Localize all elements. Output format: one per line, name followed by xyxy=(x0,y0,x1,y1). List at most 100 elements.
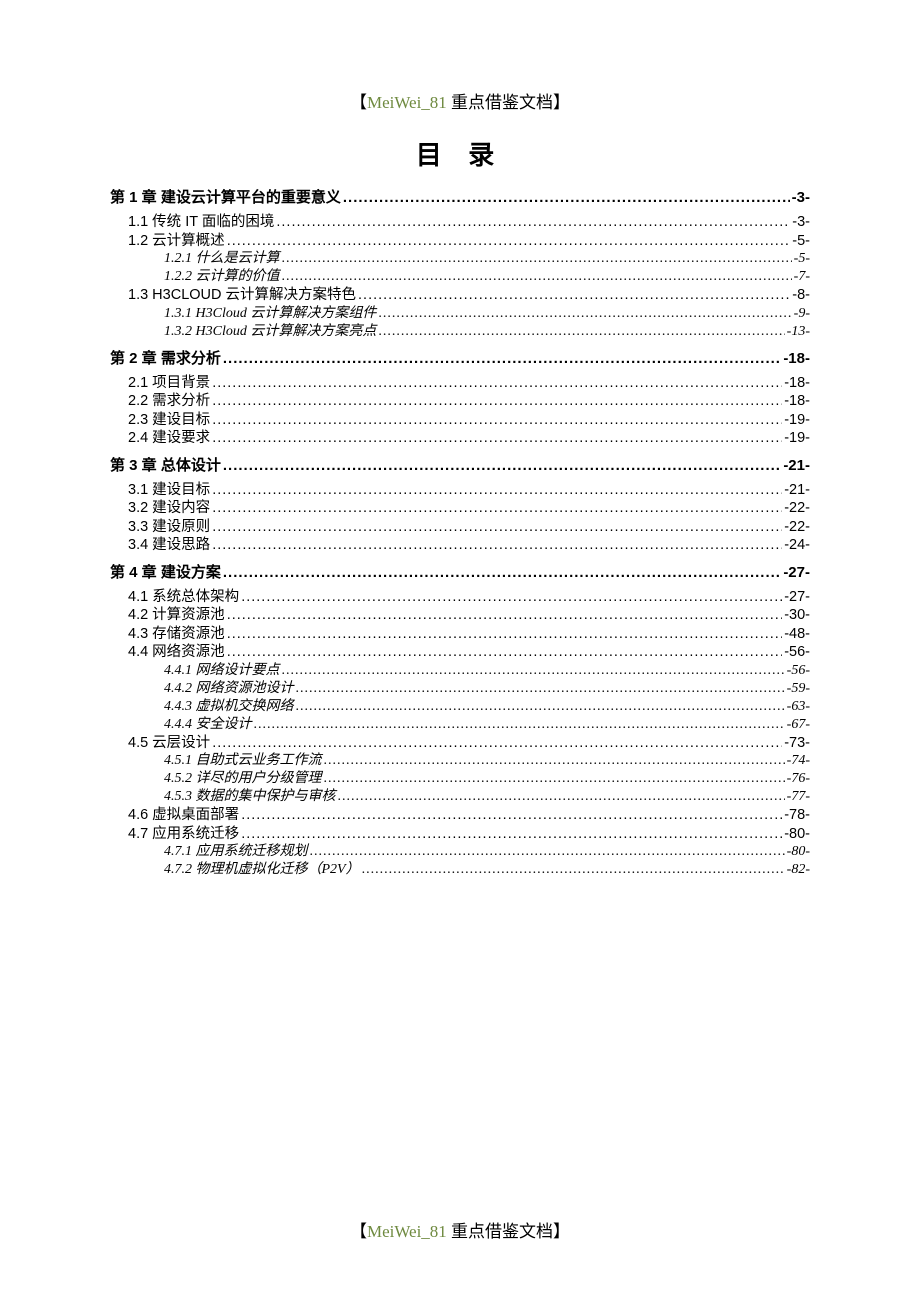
toc-leader-dots xyxy=(276,215,790,230)
toc-leader-dots xyxy=(254,718,785,732)
toc-entry-page: -18- xyxy=(783,351,810,366)
toc-leader-dots xyxy=(223,565,781,580)
toc-leader-dots xyxy=(241,827,782,842)
toc-entry-label: 2.3 建设目标 xyxy=(128,413,210,428)
toc-entry-page: -80- xyxy=(784,827,810,842)
toc-leader-dots xyxy=(223,458,781,473)
toc-entry-label: 4.5.3 数据的集中保护与审核 xyxy=(164,790,336,804)
toc-entry-label: 1.2 云计算概述 xyxy=(128,234,225,249)
toc-entry: 1.3.1 H3Cloud 云计算解决方案组件-9- xyxy=(110,307,810,321)
toc-entry: 1.2.1 什么是云计算 -5- xyxy=(110,252,810,266)
page-footer: 【MeiWei_81 重点借鉴文档】 xyxy=(0,1217,920,1242)
toc-entry-label: 4.4 网络资源池 xyxy=(128,645,225,660)
toc-entry-label: 3.2 建设内容 xyxy=(128,501,210,516)
toc-entry: 1.3.2 H3Cloud 云计算解决方案亮点-13- xyxy=(110,325,810,339)
toc-entry: 3.2 建设内容-22- xyxy=(110,501,810,516)
toc-entry: 4.4.2 网络资源池设计 -59- xyxy=(110,682,810,696)
toc-entry: 第 1 章 建设云计算平台的重要意义-3- xyxy=(110,190,810,205)
toc-entry-label: 4.3 存储资源池 xyxy=(128,627,225,642)
toc-entry: 4.3 存储资源池 -48- xyxy=(110,627,810,642)
toc-entry-page: -30- xyxy=(784,608,810,623)
toc-leader-dots xyxy=(296,700,785,714)
footer-brand: MeiWei_81 xyxy=(367,1222,447,1241)
toc-entry-page: -24- xyxy=(784,538,810,553)
toc-entry: 4.4.4 安全设计-67- xyxy=(110,718,810,732)
footer-rest: 重点借鉴文档】 xyxy=(447,1222,570,1241)
header-rest: 重点借鉴文档】 xyxy=(447,93,570,112)
toc-entry: 4.5.1 自助式云业务工作流-74- xyxy=(110,754,810,768)
toc-entry-page: -48- xyxy=(784,627,810,642)
toc-entry-label: 1.1 传统 IT 面临的困境 xyxy=(128,215,274,230)
toc-entry-page: -21- xyxy=(783,458,810,473)
toc-entry-page: -59- xyxy=(787,682,810,696)
toc-entry-page: -67- xyxy=(787,718,810,732)
toc-entry: 第 2 章 需求分析-18- xyxy=(110,351,810,366)
toc-leader-dots xyxy=(212,483,782,498)
toc-entry-page: -5- xyxy=(792,234,810,249)
toc-entry-label: 2.4 建设要求 xyxy=(128,431,210,446)
toc-leader-dots xyxy=(227,645,783,660)
toc-leader-dots xyxy=(212,501,782,516)
toc-entry-label: 4.6 虚拟桌面部署 xyxy=(128,808,239,823)
toc-entry: 第 3 章 总体设计 -21- xyxy=(110,458,810,473)
toc-entry-page: -56- xyxy=(787,664,810,678)
toc-entry-page: -19- xyxy=(784,431,810,446)
toc-leader-dots xyxy=(310,845,785,859)
toc-leader-dots xyxy=(227,627,783,642)
toc-entry-label: 第 3 章 总体设计 xyxy=(110,458,221,473)
toc-entry-page: -78- xyxy=(784,808,810,823)
toc-entry-label: 第 4 章 建设方案 xyxy=(110,565,221,580)
toc-entry-label: 1.2.1 什么是云计算 xyxy=(164,252,280,266)
toc-entry-page: -9- xyxy=(794,307,810,321)
toc-entry: 1.3 H3CLOUD 云计算解决方案特色-8- xyxy=(110,288,810,303)
toc-leader-dots xyxy=(358,288,790,303)
toc-leader-dots xyxy=(282,270,792,284)
toc-entry-page: -5- xyxy=(794,252,810,266)
toc-entry-page: -22- xyxy=(784,520,810,535)
header-brand: MeiWei_81 xyxy=(367,93,447,112)
toc-leader-dots xyxy=(223,351,781,366)
toc-entry: 2.1 项目背景-18- xyxy=(110,376,810,391)
toc-entry: 1.2 云计算概述 -5- xyxy=(110,234,810,249)
toc-entry-label: 4.1 系统总体架构 xyxy=(128,590,239,605)
toc-entry-page: -19- xyxy=(784,413,810,428)
toc-entry-label: 3.4 建设思路 xyxy=(128,538,210,553)
page-header: 【MeiWei_81 重点借鉴文档】 xyxy=(110,88,810,113)
toc-entry: 3.4 建设思路 -24- xyxy=(110,538,810,553)
toc-entry-label: 4.4.2 网络资源池设计 xyxy=(164,682,294,696)
toc-entry-page: -63- xyxy=(787,700,810,714)
toc-entry-page: -18- xyxy=(784,394,810,409)
header-bracket-open: 【 xyxy=(350,93,367,112)
toc-entry: 2.4 建设要求 -19- xyxy=(110,431,810,446)
toc-entry-label: 4.7 应用系统迁移 xyxy=(128,827,239,842)
toc-leader-dots xyxy=(227,234,791,249)
toc-leader-dots xyxy=(212,413,782,428)
toc-entry-page: -21- xyxy=(784,483,810,498)
toc-leader-dots xyxy=(241,808,782,823)
toc-entry: 1.1 传统 IT 面临的困境-3- xyxy=(110,215,810,230)
toc-entry: 4.4 网络资源池-56- xyxy=(110,645,810,660)
toc-entry: 4.6 虚拟桌面部署 -78- xyxy=(110,808,810,823)
toc-entry-page: -27- xyxy=(784,590,810,605)
toc-leader-dots xyxy=(241,590,782,605)
toc-entry: 4.4.1 网络设计要点-56- xyxy=(110,664,810,678)
toc-entry-label: 3.1 建设目标 xyxy=(128,483,210,498)
toc-entry-label: 4.5 云层设计 xyxy=(128,736,210,751)
toc-entry-label: 4.7.2 物理机虚拟化迁移（P2V） xyxy=(164,863,360,877)
toc-entry-page: -76- xyxy=(787,772,810,786)
toc-leader-dots xyxy=(362,863,785,877)
toc-leader-dots xyxy=(324,772,785,786)
toc-leader-dots xyxy=(227,608,783,623)
toc-entry-label: 4.7.1 应用系统迁移规划 xyxy=(164,845,308,859)
toc-leader-dots xyxy=(212,431,782,446)
toc-leader-dots xyxy=(282,664,785,678)
toc-entry-label: 4.5.2 详尽的用户分级管理 xyxy=(164,772,322,786)
toc-entry-label: 2.2 需求分析 xyxy=(128,394,210,409)
toc-entry: 4.5.2 详尽的用户分级管理 -76- xyxy=(110,772,810,786)
toc-entry-label: 1.3.2 H3Cloud 云计算解决方案亮点 xyxy=(164,325,376,339)
toc-leader-dots xyxy=(343,190,790,205)
toc-entry-label: 4.2 计算资源池 xyxy=(128,608,225,623)
toc-entry: 4.1 系统总体架构 -27- xyxy=(110,590,810,605)
toc-entry: 3.1 建设目标 -21- xyxy=(110,483,810,498)
toc-leader-dots xyxy=(378,307,791,321)
